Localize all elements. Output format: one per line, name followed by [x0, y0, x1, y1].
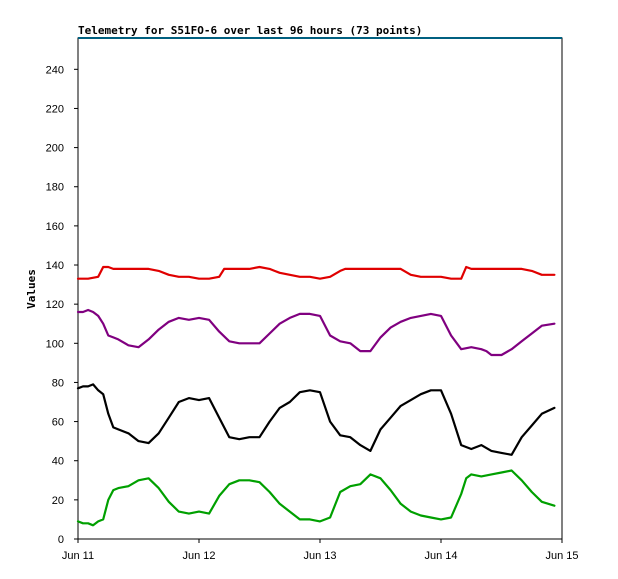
- y-axis-label: Values: [25, 269, 38, 309]
- y-tick-label: 140: [46, 260, 64, 272]
- y-tick-label: 220: [46, 103, 64, 115]
- x-tick-label: Jun 14: [424, 550, 457, 562]
- y-tick-label: 0: [58, 534, 64, 546]
- chart-title: Telemetry for S51FO-6 over last 96 hours…: [78, 24, 422, 37]
- series-layer: [76, 265, 556, 527]
- series-line-black: [76, 383, 556, 456]
- x-tick-label: Jun 11: [62, 550, 94, 562]
- y-tick-label: 80: [52, 377, 64, 389]
- plot-area-frame: [77, 37, 563, 540]
- x-axis: Jun 11 Jun 12 Jun 13 Jun 14 Jun 15: [62, 539, 579, 562]
- y-tick-label: 120: [46, 299, 64, 311]
- x-tick-label: Jun 15: [545, 550, 578, 562]
- y-tick-label: 20: [52, 495, 64, 507]
- series-line-purple: [76, 308, 556, 357]
- series-line-green: [76, 469, 556, 527]
- x-tick-label: Jun 13: [303, 550, 336, 562]
- series-line-red: [76, 265, 556, 280]
- y-tick-label: 60: [52, 417, 64, 429]
- y-tick-label: 160: [46, 221, 64, 233]
- y-tick-label: 180: [46, 182, 64, 194]
- y-tick-label: 240: [46, 64, 64, 76]
- y-tick-label: 40: [52, 456, 64, 468]
- y-tick-label: 100: [46, 338, 64, 350]
- y-tick-label: 200: [46, 143, 64, 155]
- y-axis: 0 20 40 60 80 100 120 140 160 180 200 220 240: [46, 64, 78, 546]
- x-tick-label: Jun 12: [182, 550, 215, 562]
